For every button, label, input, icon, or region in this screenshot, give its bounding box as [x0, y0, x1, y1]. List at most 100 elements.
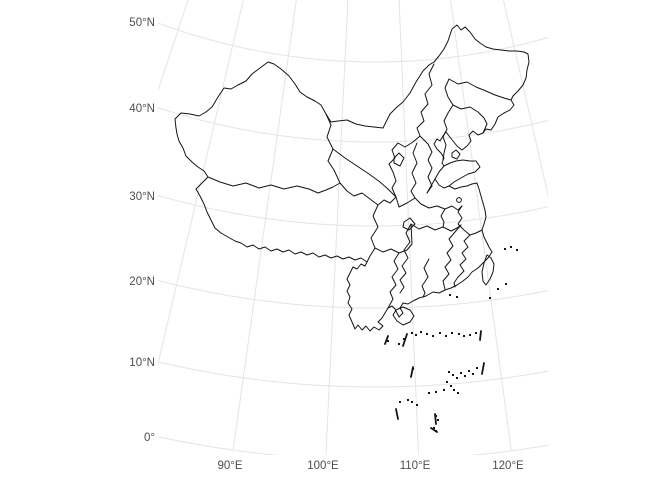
province-border-anhui-jiangsu: [457, 205, 483, 236]
province-border-hubei-anhui: [440, 208, 446, 228]
small-island-dot: [468, 370, 470, 372]
graticule-parallel-0N: [158, 436, 548, 455]
small-island-dot: [399, 401, 401, 403]
province-border-kunlun: [207, 176, 341, 194]
small-island-dot: [420, 331, 422, 333]
province-border-hebei-shanxi: [419, 135, 433, 194]
graticule-parallel-40N: [158, 107, 548, 143]
graticule-parallel-30N: [158, 194, 548, 227]
small-island-dot: [456, 377, 458, 379]
graticule-parallel-20N: [158, 279, 548, 309]
map-borders: [174, 24, 530, 433]
small-island-dot: [497, 288, 499, 290]
graticule-meridian-70E: [158, 0, 189, 92]
province-border-ningxia: [393, 152, 405, 167]
province-border-guizhou-west: [399, 223, 412, 294]
small-island-dot: [435, 391, 437, 393]
small-island-dot: [464, 375, 466, 377]
small-island-dot: [463, 335, 465, 337]
small-island-dot: [439, 332, 441, 334]
small-island-dot: [416, 404, 418, 406]
province-border-henan-south: [414, 197, 463, 211]
sea-boundary-dash: [410, 366, 414, 378]
small-island-dot: [449, 294, 451, 296]
small-island-dot: [446, 381, 448, 383]
province-border-inner-mongolia-south: [388, 63, 435, 198]
small-island-dot: [398, 343, 400, 345]
small-island-dot: [411, 401, 413, 403]
small-island-dot: [403, 338, 405, 340]
graticule-meridian-110E: [398, 0, 420, 455]
small-island-dot: [458, 333, 460, 335]
island-hainan: [392, 306, 415, 326]
province-border-im-east-arm: [442, 78, 454, 161]
small-island-dot: [387, 340, 389, 342]
province-border-shandong-west: [434, 165, 450, 189]
province-border-jilin-liaoning: [452, 104, 488, 134]
province-border-shanxi-shaanxi: [410, 142, 418, 199]
x-axis-label: 120°E: [492, 460, 524, 472]
small-island-dot: [433, 427, 435, 429]
small-island-dot: [415, 334, 417, 336]
y-axis-label: 10°N: [129, 357, 155, 369]
province-border-hubei-hunan: [410, 223, 462, 232]
small-island-dot: [453, 389, 455, 391]
province-border-heilongjiang-jilin: [448, 78, 512, 101]
province-border-guangxi-guangdong: [421, 258, 430, 298]
sea-boundary-dash: [395, 408, 399, 420]
province-border-tibet-sichuan: [366, 204, 379, 263]
china-national-outline: [174, 24, 530, 332]
small-island-dot: [451, 332, 453, 334]
y-axis-label: 20°N: [129, 276, 155, 288]
sea-boundary-dash: [384, 335, 389, 345]
y-axis-label: 50°N: [129, 17, 155, 29]
small-island-dot: [426, 333, 428, 335]
province-border-beijing: [451, 149, 461, 160]
province-border-sichuan-shaanxi: [395, 196, 416, 208]
small-island-dot: [411, 332, 413, 334]
small-island-dot: [476, 367, 478, 369]
sea-boundary-dash: [402, 333, 408, 347]
y-axis-label: 30°N: [129, 191, 155, 203]
graticule-grid: [158, 0, 548, 455]
small-island-dot: [460, 372, 462, 374]
province-border-yunnan-east: [387, 252, 400, 309]
graticule-parallel-10N: [158, 361, 548, 388]
y-axis-label: 0°: [144, 432, 155, 444]
x-axis-label: 90°E: [217, 460, 242, 472]
y-axis-label: 40°N: [129, 103, 155, 115]
sea-boundary-dash: [434, 413, 437, 425]
province-border-xinjiang-east: [325, 113, 341, 184]
graticule-parallel-50N: [158, 22, 548, 63]
x-axis-label: 110°E: [400, 460, 431, 472]
province-border-qinghai-gansu: [377, 196, 397, 206]
graticule-meridian-100E: [325, 0, 349, 455]
small-island-dot: [428, 392, 430, 394]
small-island-dot: [516, 249, 518, 251]
x-axis-label: 100°E: [307, 460, 339, 472]
small-island-dot: [452, 374, 454, 376]
small-island-dot: [505, 283, 507, 285]
axis-labels: 50°N 40°N 30°N 20°N 10°N 0° 90°E 100°E 110°E 120°…: [129, 17, 524, 472]
province-border-chongqing: [402, 217, 416, 231]
small-island-dot: [448, 371, 450, 373]
sea-boundary-dash: [481, 362, 485, 375]
province-border-hebei-henan: [426, 178, 436, 194]
graticule-meridian-80E: [158, 0, 244, 366]
small-island-dot: [510, 246, 512, 248]
small-island-dot: [443, 389, 445, 391]
small-island-dot: [472, 373, 474, 375]
small-island-dot: [456, 296, 458, 298]
island-taiwan: [481, 254, 495, 286]
small-island-dot: [469, 334, 471, 336]
small-island-dot: [407, 399, 409, 401]
small-island-dot: [445, 335, 447, 337]
province-border-zhejiang-fujian: [453, 234, 471, 288]
hongze-lake: [456, 197, 462, 203]
sea-boundary-dash: [430, 427, 438, 433]
small-island-dot: [457, 392, 459, 394]
graticule-meridian-90E: [232, 0, 297, 451]
graticule-meridian-120E: [450, 0, 512, 451]
